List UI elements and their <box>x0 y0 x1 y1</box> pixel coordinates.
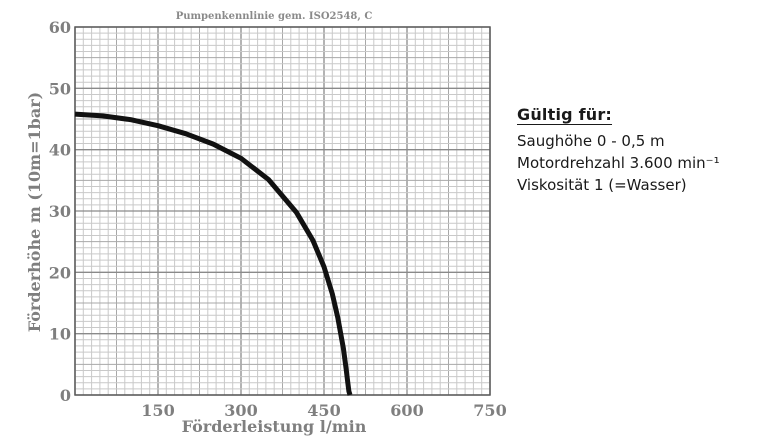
series-line <box>74 111 353 396</box>
x-tick-label: 150 <box>141 401 174 420</box>
x-tick-label: 600 <box>390 401 423 420</box>
y-tick-label: 0 <box>60 386 71 405</box>
x-tick-labels: 150 300 450 600 750 <box>141 401 506 420</box>
x-axis-label: Förderleistung l/min <box>182 417 367 436</box>
pump-curve-chart: Pumpenkennlinie gem. ISO2548, C Förderle… <box>25 11 507 436</box>
x-tick-label: 750 <box>473 401 506 420</box>
y-tick-label: 40 <box>49 141 71 160</box>
note-motor-speed: Motordrehzahl 3.600 min⁻¹ <box>517 154 720 172</box>
plot-frame <box>74 26 491 396</box>
x-tick-label: 300 <box>224 401 257 420</box>
y-tick-label: 60 <box>49 18 71 37</box>
y-tick-labels: 0 10 20 30 40 50 60 <box>49 18 71 405</box>
x-tick-label: 450 <box>307 401 340 420</box>
y-tick-label: 10 <box>49 325 71 344</box>
note-viscosity: Viskosität 1 (=Wasser) <box>517 176 687 194</box>
y-tick-label: 30 <box>49 202 71 221</box>
note-suction-height: Saughöhe 0 - 0,5 m <box>517 132 665 150</box>
notes-heading: Gültig für: <box>517 105 613 124</box>
y-tick-label: 20 <box>49 263 71 282</box>
y-axis-label: Förderhöhe m (10m=1bar) <box>25 92 44 332</box>
chart-grid <box>74 26 491 396</box>
validity-notes: Gültig für: Saughöhe 0 - 0,5 m Motordreh… <box>517 105 720 196</box>
y-tick-label: 50 <box>49 79 71 98</box>
chart-title: Pumpenkennlinie gem. ISO2548, C <box>176 11 373 22</box>
chart-marks <box>74 111 353 396</box>
